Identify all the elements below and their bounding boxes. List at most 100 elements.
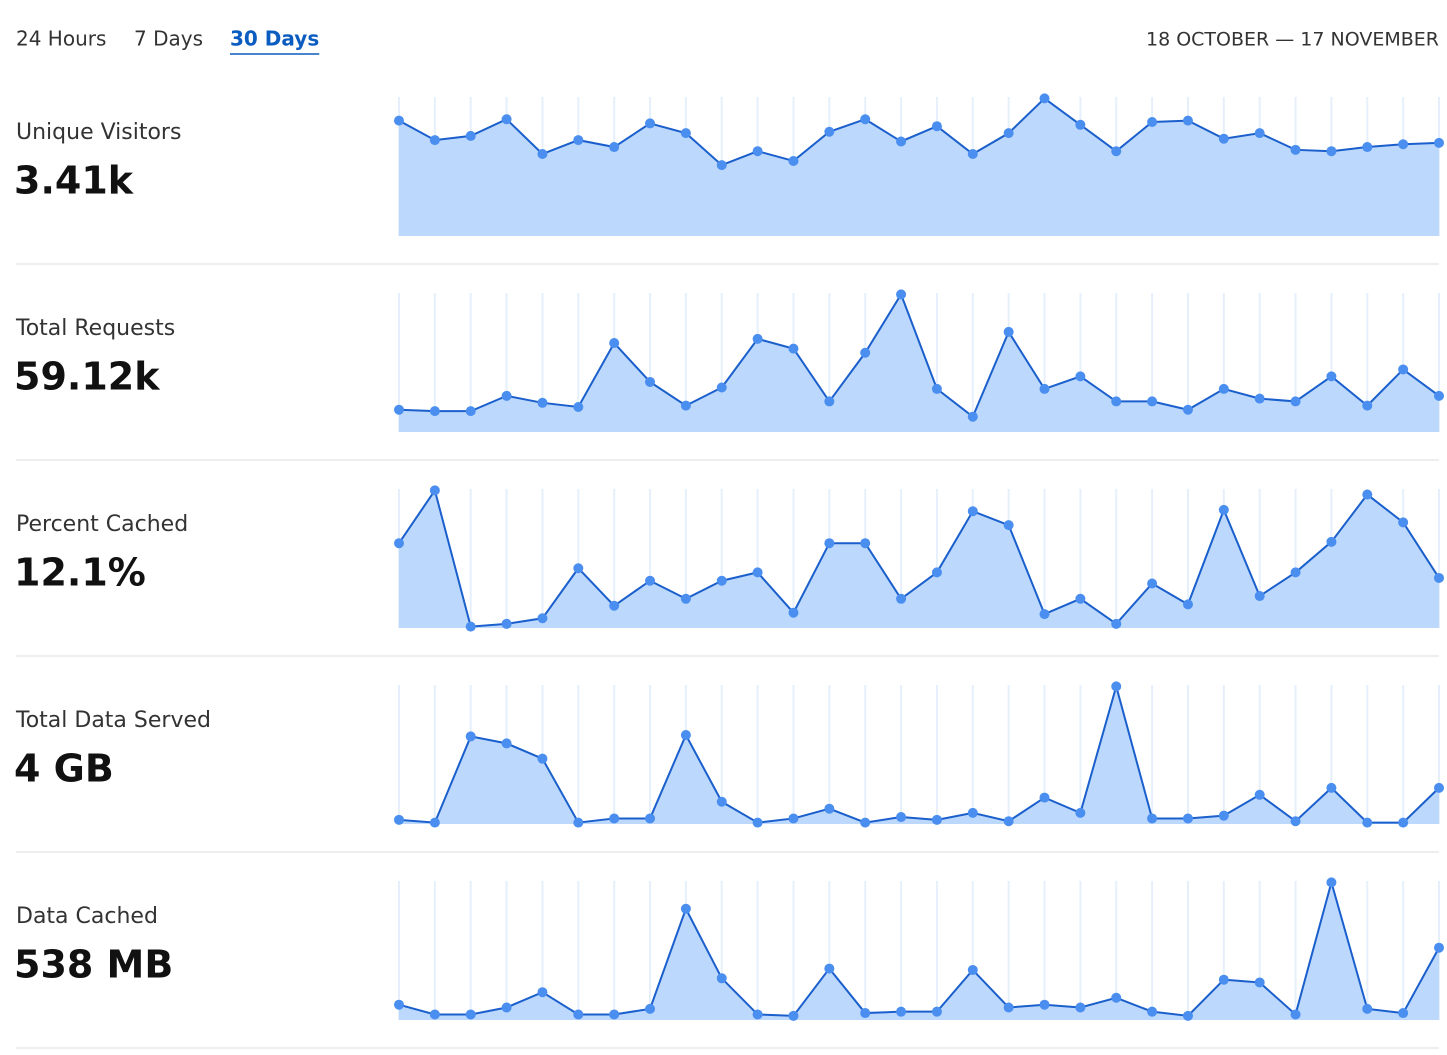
metric-label: Total Requests: [15, 316, 175, 341]
data-point: [1075, 807, 1086, 818]
data-point: [573, 401, 584, 412]
data-point: [1218, 383, 1229, 394]
data-point: [1254, 789, 1265, 800]
data-point: [1434, 942, 1444, 953]
line: [398, 292, 1440, 419]
data-point: [465, 621, 476, 632]
data-point: [896, 1006, 907, 1017]
data-point: [1075, 1002, 1086, 1013]
time-range-tab[interactable]: 7 Days: [134, 27, 203, 51]
data-point: [752, 146, 763, 157]
data-point: [1218, 974, 1229, 985]
time-range-tab[interactable]: 30 Days: [230, 27, 319, 51]
data-point: [752, 1009, 763, 1020]
data-point: [465, 731, 476, 742]
data-point: [824, 538, 835, 549]
data-point: [1434, 390, 1444, 401]
data-point: [967, 148, 978, 159]
data-point: [967, 807, 978, 818]
data-point: [716, 575, 727, 586]
data-point: [860, 1008, 871, 1019]
data-point: [537, 613, 548, 624]
data-point: [788, 1010, 799, 1021]
data-point: [716, 382, 727, 393]
data-point: [1254, 128, 1265, 139]
data-point: [1111, 396, 1122, 407]
data-point: [788, 607, 799, 618]
data-point: [501, 1002, 512, 1013]
data-point: [1362, 1003, 1373, 1014]
metric-label: Data Cached: [16, 904, 158, 929]
area-fill: [399, 294, 1439, 432]
data-point: [824, 126, 835, 137]
data-point: [1218, 810, 1229, 821]
data-point: [1039, 609, 1050, 620]
data-point: [931, 814, 942, 825]
data-point: [860, 817, 871, 828]
data-point: [465, 1009, 476, 1020]
data-point: [896, 593, 907, 604]
metric-value: 12.1%: [14, 551, 146, 595]
data-point: [1398, 517, 1409, 528]
data-point: [1039, 383, 1050, 394]
data-point: [860, 114, 871, 125]
data-point: [1147, 396, 1158, 407]
data-point: [752, 567, 763, 578]
data-point: [429, 817, 440, 828]
data-point: [645, 376, 656, 387]
data-point: [1147, 813, 1158, 824]
data-point: [1218, 133, 1229, 144]
data-point: [1111, 618, 1122, 629]
data-point: [1326, 877, 1337, 888]
data-point: [967, 964, 978, 975]
data-point: [1254, 393, 1265, 404]
data-point: [501, 114, 512, 125]
data-point: [609, 338, 620, 349]
data-point: [1147, 578, 1158, 589]
data-point: [896, 289, 907, 300]
data-point: [537, 753, 548, 764]
line: [398, 97, 1440, 167]
data-point: [967, 411, 978, 422]
metric-value: 4 GB: [14, 747, 114, 791]
metric-value: 59.12k: [14, 355, 160, 399]
data-point: [680, 593, 691, 604]
metric-label: Unique Visitors: [16, 120, 181, 145]
data-point: [1398, 1008, 1409, 1019]
data-point: [1254, 591, 1265, 602]
data-point: [537, 148, 548, 159]
data-point: [1362, 142, 1373, 153]
data-point: [429, 135, 440, 146]
data-point: [1290, 396, 1301, 407]
data-point: [1039, 999, 1050, 1010]
data-point: [1182, 404, 1193, 415]
data-point: [609, 142, 620, 153]
metric-value: 3.41k: [14, 159, 134, 203]
data-point: [573, 817, 584, 828]
area-fill: [399, 686, 1439, 824]
metric-label: Percent Cached: [16, 512, 188, 537]
data-point: [645, 813, 656, 824]
data-point: [716, 160, 727, 171]
line: [398, 682, 1440, 824]
data-point: [394, 999, 404, 1010]
data-point: [1147, 1006, 1158, 1017]
data-point: [716, 796, 727, 807]
data-point: [1003, 520, 1014, 531]
data-point: [1075, 593, 1086, 604]
data-point: [1434, 572, 1444, 583]
data-point: [573, 1009, 584, 1020]
data-point: [788, 813, 799, 824]
area-fill: [399, 490, 1439, 628]
time-range-tab[interactable]: 24 Hours: [16, 27, 106, 51]
metric-label: Total Data Served: [15, 708, 211, 733]
data-point: [931, 121, 942, 132]
data-point: [680, 730, 691, 741]
data-point: [1398, 139, 1409, 150]
data-point: [931, 1006, 942, 1017]
data-point: [1398, 364, 1409, 375]
metric-value: 538 MB: [14, 943, 173, 987]
data-point: [501, 738, 512, 749]
data-point: [501, 390, 512, 401]
